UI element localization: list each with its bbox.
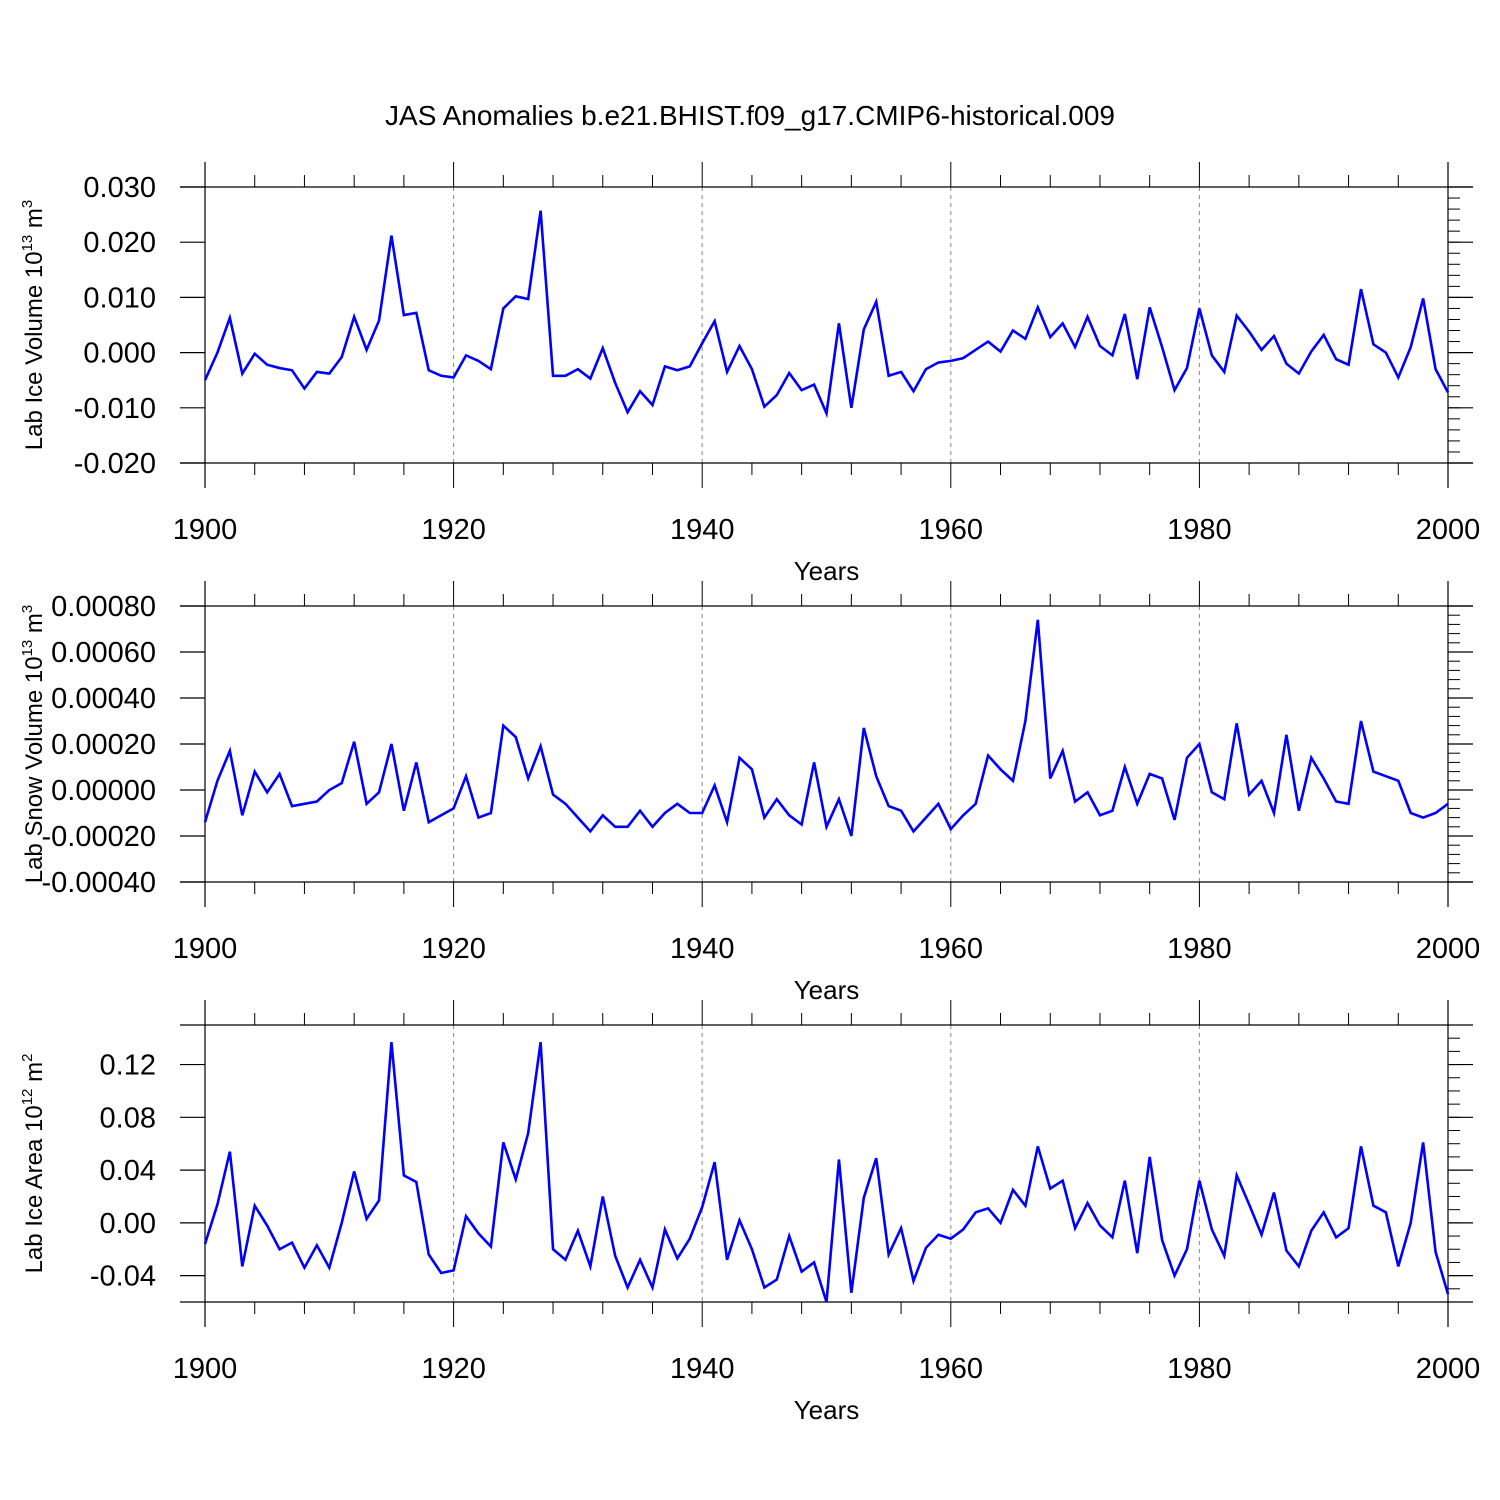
panel-3: 1900 1920 1940 1960 1980 2000 0.12 0.08 0.04 0.00… [19,1000,1480,1425]
y-axis-label-unit-exponent: 3 [19,605,36,613]
x-tick-label: 1980 [1167,514,1232,546]
y-axis-label-exponent: 13 [19,235,36,252]
x-tick-label: 2000 [1416,1353,1481,1385]
x-tick-label: 1940 [670,1353,735,1385]
y-axis-label: Lab Ice Volume 1013 m3 [19,200,48,451]
x-tick-label: 2000 [1416,933,1481,965]
y-tick-label: 0.04 [100,1155,156,1187]
y-tick-label: -0.010 [74,393,156,425]
y-tick-label: -0.00040 [42,867,157,899]
y-tick-label: 0.00020 [51,729,156,761]
x-axis-label: Years [794,975,860,1005]
x-tick-label: 1960 [919,933,984,965]
y-tick-label: -0.00020 [42,821,157,853]
series-line [203,1041,1450,1302]
y-tick-label: 0.030 [83,172,156,204]
x-tick-label: 1900 [173,1353,238,1385]
y-axis-label-unit: m [21,208,48,235]
y-axis-label-unit-exponent: 2 [19,1054,36,1062]
y-axis-label-text: Lab Snow Volume 10 [21,656,48,883]
x-tick-label: 1900 [173,514,238,546]
y-tick-label: -0.020 [74,448,156,480]
x-tick-label: 1980 [1167,933,1232,965]
y-axis-label-exponent: 12 [19,1089,36,1106]
panel-2: 1900 1920 1940 1960 1980 2000 0.00080 0.00060 0.… [19,581,1480,1005]
x-tick-label: 1960 [919,514,984,546]
panel-1: 1900 1920 1940 1960 1980 2000 0.030 0.020 0.010 0… [19,162,1480,586]
x-tick-label: 1920 [421,933,486,965]
x-tick-label: 2000 [1416,514,1481,546]
y-tick-label: 0.00060 [51,637,156,669]
panels: 1900 1920 1940 1960 1980 2000 0.030 0.020 0.010 0… [19,162,1480,1425]
y-tick-label: 0.12 [100,1050,156,1082]
x-tick-label: 1960 [919,1353,984,1385]
y-tick-label: 0.010 [83,282,156,314]
y-tick-label: 0.00 [100,1208,156,1240]
y-tick-label: 0.08 [100,1102,156,1134]
x-tick-label: 1980 [1167,1353,1232,1385]
y-axis-label-text: Lab Ice Volume 10 [21,251,48,450]
y-tick-label: 0.00000 [51,775,156,807]
y-axis-label-unit-exponent: 3 [19,200,36,208]
x-axis-label: Years [794,556,860,586]
x-tick-label: 1900 [173,933,238,965]
x-axis-label: Years [794,1395,860,1425]
x-tick-label: 1940 [670,933,735,965]
x-tick-label: 1920 [421,514,486,546]
y-axis-label: Lab Ice Area 1012 m2 [19,1054,48,1274]
y-axis-label-unit: m [21,1062,48,1089]
x-tick-label: 1940 [670,514,735,546]
y-axis-label-text: Lab Ice Area 10 [21,1105,48,1273]
y-tick-label: -0.04 [90,1261,156,1293]
y-tick-label: 0.00080 [51,591,156,623]
series-line [203,619,1449,837]
y-axis-label: Lab Snow Volume 1013 m3 [19,605,48,884]
y-tick-label: 0.000 [83,338,156,370]
y-axis-label-unit: m [21,613,48,640]
y-tick-label: 0.00040 [51,683,156,715]
x-tick-label: 1920 [421,1353,486,1385]
chart-title: JAS Anomalies b.e21.BHIST.f09_g17.CMIP6-… [385,100,1115,131]
y-axis-label-exponent: 13 [19,640,36,657]
y-tick-label: 0.020 [83,227,156,259]
series-line [203,210,1450,419]
